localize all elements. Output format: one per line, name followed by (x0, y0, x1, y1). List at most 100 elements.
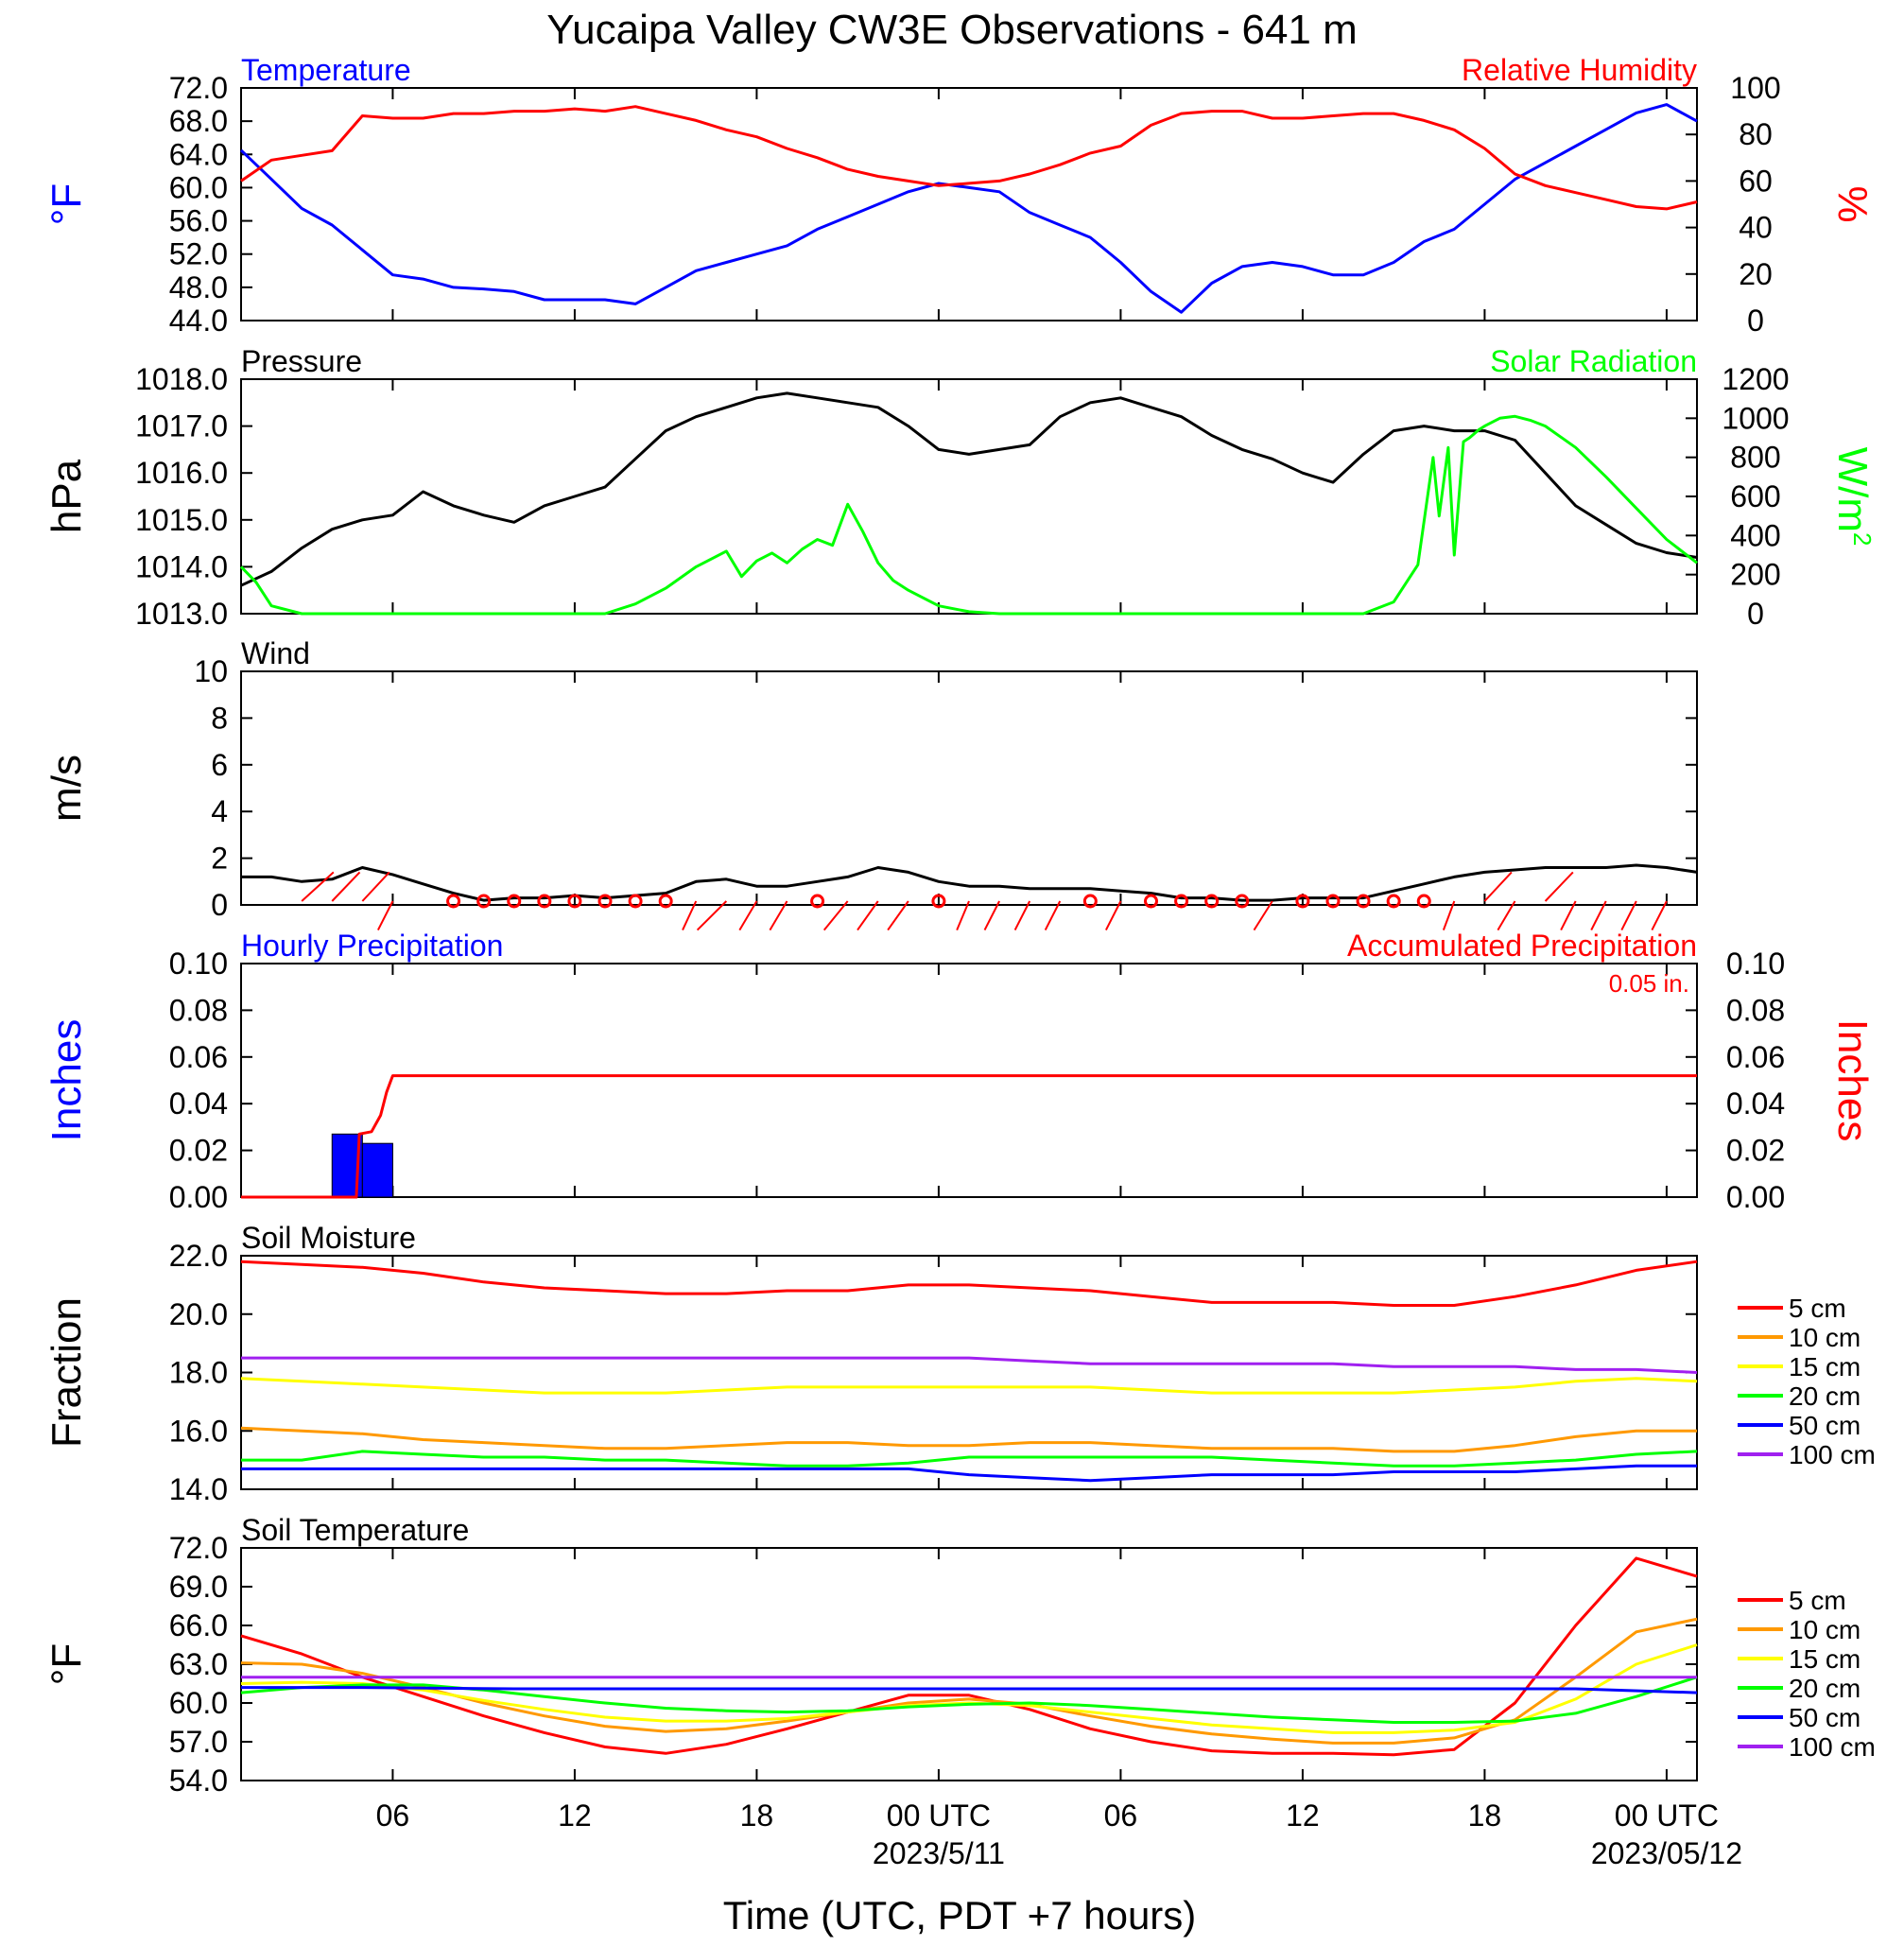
panel-1: 72.068.064.060.056.052.048.044.0 100 80 60 4… (43, 53, 1876, 338)
x-tick-label: 00 UTC (1615, 1798, 1719, 1833)
legend-label: 20 cm (1789, 1674, 1861, 1703)
series-line-5-cm (240, 1556, 1698, 1757)
wind-barb-calm (1295, 894, 1310, 909)
y-tick-label-left: 63.0 (169, 1647, 228, 1681)
y-tick-label-left: 57.0 (169, 1725, 228, 1759)
wind-barb (1013, 900, 1031, 931)
wind-barb (1104, 900, 1122, 931)
legend-label: 100 cm (1789, 1440, 1876, 1469)
x-tick-label: 06 (376, 1798, 410, 1833)
x-tick-label: 12 (558, 1798, 592, 1833)
hourly-precip-bar (361, 1142, 393, 1198)
y-tick-label-left: 1018.0 (135, 362, 228, 396)
plot-frame (240, 87, 1698, 321)
x-tick-label: 12 (1286, 1798, 1320, 1833)
wind-barb (1044, 900, 1062, 931)
y-tick-label-right: 20 (1739, 257, 1773, 291)
series-line-15-cm (240, 1377, 1698, 1395)
y-tick-label-right: 0 (1747, 304, 1764, 338)
wind-barb (956, 900, 970, 930)
y-tick-label-right: 0 (1747, 597, 1764, 631)
plot-frame (240, 670, 1698, 906)
y-axis-label-left: Inches (43, 1019, 90, 1142)
wind-barb-calm (1144, 894, 1158, 909)
y-tick-label-right: 0.08 (1726, 993, 1785, 1027)
y-tick-label-left: 2 (211, 842, 228, 876)
wind-barb-calm (1356, 894, 1371, 909)
y-axis-label-right: W/m2 (1829, 447, 1877, 547)
y-tick-label-right: 1200 (1722, 362, 1789, 396)
y-tick-label-left: 4 (211, 794, 228, 828)
panel-title-left: Pressure (241, 344, 362, 378)
y-tick-label-right: 400 (1730, 518, 1780, 552)
wind-barb (1620, 900, 1637, 931)
panel-2: 1018.0 1017.0 1016.0 1015.0 1014.0 1013.0 1200… (43, 344, 1877, 631)
wind-barb (857, 900, 879, 931)
series-line-relative-humidity (240, 105, 1698, 211)
precip-total-annotation: 0.05 in. (1609, 969, 1689, 998)
y-tick-label-right: 0.00 (1726, 1180, 1785, 1214)
wind-barb (738, 900, 758, 931)
series-line-10-cm (240, 1617, 1698, 1745)
legend-label: 20 cm (1789, 1381, 1861, 1411)
x-tick-label: 00 UTC (887, 1798, 991, 1833)
series-line-pressure (240, 391, 1698, 587)
y-tick-label-left: 68.0 (169, 104, 228, 138)
wind-barb-calm (597, 894, 613, 909)
panel-title-left: Wind (241, 636, 310, 670)
wind-barb-calm (1416, 894, 1431, 909)
y-tick-label-right: 0.06 (1726, 1040, 1785, 1074)
y-axis-label-left: Fraction (43, 1297, 90, 1448)
wind-barb-calm (1386, 894, 1401, 909)
y-tick-label-left: 1017.0 (135, 409, 228, 443)
wind-barb-calm (810, 894, 825, 909)
y-tick-label-right: 60 (1739, 164, 1773, 198)
y-tick-label-left: 0.04 (169, 1086, 228, 1121)
wind-barb-calm (1325, 894, 1341, 909)
y-axis-label-right: Inches (1829, 1019, 1876, 1142)
wind-barb-calm (507, 894, 522, 909)
y-tick-label-left: 0 (211, 888, 228, 922)
x-tick-label: 06 (1104, 1798, 1138, 1833)
wind-barb (1590, 900, 1607, 931)
y-tick-label-left: 16.0 (169, 1414, 228, 1448)
x-axis-label: Time (UTC, PDT +7 hours) (723, 1893, 1197, 1937)
panel-title-left: Hourly Precipitation (241, 929, 503, 963)
wind-barb (331, 871, 361, 902)
y-axis-label-left: m/s (43, 755, 90, 822)
legend-label: 5 cm (1789, 1586, 1846, 1615)
y-tick-label-left: 1016.0 (135, 456, 228, 490)
series-line-accumulated-precipitation (241, 1074, 1697, 1199)
wind-barb (769, 900, 788, 931)
panel-title-right: Relative Humidity (1462, 53, 1697, 87)
y-tick-label-right: 100 (1730, 71, 1780, 105)
y-tick-label-left: 0.00 (169, 1180, 228, 1214)
y-axis-label-left: hPa (43, 459, 90, 533)
y-tick-label-right: 600 (1730, 479, 1780, 513)
y-tick-label-left: 64.0 (169, 137, 228, 171)
panel-title-right: Solar Radiation (1490, 344, 1697, 378)
y-tick-label-left: 1014.0 (135, 549, 228, 583)
wind-barb-calm (1174, 894, 1189, 909)
y-tick-label-right: 200 (1730, 558, 1780, 592)
y-tick-label-left: 66.0 (169, 1608, 228, 1642)
y-tick-label-left: 69.0 (169, 1570, 228, 1604)
plot-frame (240, 963, 1698, 1198)
y-tick-label-left: 72.0 (169, 1531, 228, 1565)
legend-label: 50 cm (1789, 1411, 1861, 1440)
wind-barb-calm (537, 894, 552, 909)
wind-barb (682, 900, 698, 931)
wind-barb-calm (1082, 894, 1098, 909)
y-tick-label-left: 18.0 (169, 1356, 228, 1390)
legend-label: 100 cm (1789, 1732, 1876, 1762)
y-tick-label-left: 56.0 (169, 204, 228, 238)
legend-label: 15 cm (1789, 1352, 1861, 1381)
y-axis-label-left: °F (43, 183, 90, 225)
wind-barb (301, 871, 335, 902)
series-line-temperature (239, 103, 1698, 314)
wind-barb (1483, 871, 1513, 902)
panel-4: 0.10 0.08 0.06 0.04 0.02 0.00 0.10 0.08 0.06 0.04… (43, 929, 1876, 1214)
wind-barb-calm (628, 894, 643, 909)
